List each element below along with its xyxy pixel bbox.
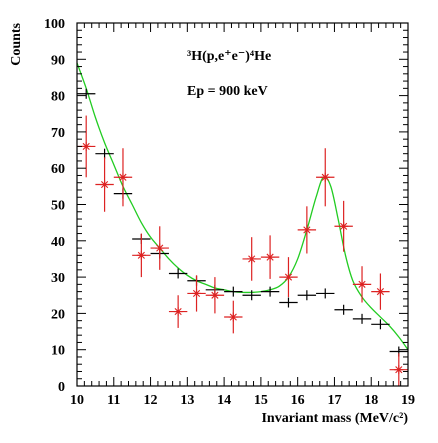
red-data-point	[297, 206, 317, 254]
x-tick-label: 18	[364, 393, 378, 408]
axis-tick-labels: 10 11 12 13 14 15 16 17 18 19 0 10 20 30 40 50 60 70 80 90 1…	[44, 17, 415, 408]
red-star-marker	[375, 287, 385, 297]
y-tick-label: 10	[51, 344, 65, 359]
red-data-point	[150, 226, 169, 270]
red-star-marker	[394, 365, 404, 375]
black-data-point	[95, 148, 114, 159]
red-star-marker	[192, 288, 202, 298]
red-data-point	[242, 237, 261, 281]
reaction-annotation: ³H(p,e⁺e⁻)⁴He	[187, 49, 271, 64]
red-data-point	[371, 273, 390, 310]
axis-ticks	[76, 22, 409, 387]
red-star-marker	[357, 279, 367, 289]
y-tick-label: 80	[51, 90, 65, 105]
x-tick-label: 13	[180, 393, 194, 408]
red-data-point	[187, 275, 206, 312]
red-star-marker	[155, 243, 165, 253]
red-star-marker	[302, 225, 312, 235]
black-data-point	[77, 88, 96, 99]
red-data-point	[205, 277, 225, 314]
red-data-point	[113, 148, 133, 207]
x-tick-label: 15	[254, 393, 268, 408]
red-data-point	[168, 295, 188, 328]
x-tick-label: 11	[107, 393, 120, 408]
x-tick-label: 10	[70, 393, 84, 408]
red-data-point	[260, 235, 280, 279]
red-star-marker	[283, 272, 293, 282]
x-tick-label: 17	[327, 393, 341, 408]
red-data-point	[389, 353, 408, 386]
black-data-point	[224, 286, 243, 297]
black-data-point	[334, 304, 353, 315]
red-star-marker	[228, 312, 238, 322]
red-star-marker	[136, 250, 146, 260]
black-data-point	[297, 290, 317, 301]
x-tick-label: 12	[144, 393, 158, 408]
plot-frame	[76, 22, 409, 387]
red-star-marker	[320, 172, 330, 182]
red-star-marker	[100, 180, 110, 190]
red-data-point	[132, 233, 151, 278]
black-data-point	[279, 297, 298, 308]
red-star-marker	[265, 252, 275, 262]
y-tick-label: 20	[51, 307, 65, 322]
black-data-point	[168, 268, 188, 279]
y-tick-label: 40	[51, 235, 65, 250]
x-tick-label: 14	[217, 393, 231, 408]
y-tick-label: 60	[51, 162, 65, 177]
red-star-marker	[339, 221, 349, 231]
y-tick-label: 90	[51, 53, 65, 68]
y-tick-label: 70	[51, 126, 65, 141]
y-tick-label: 100	[44, 17, 65, 32]
red-data-point	[224, 300, 243, 334]
y-tick-label: 30	[51, 271, 65, 286]
y-tick-label: 50	[51, 199, 65, 214]
red-star-marker	[81, 141, 91, 151]
red-star-marker	[210, 290, 220, 300]
red-data-point	[316, 148, 335, 207]
red-data-point	[334, 200, 353, 252]
x-tick-label: 19	[401, 393, 415, 408]
black-data-point	[371, 319, 390, 330]
black-data-point	[316, 288, 335, 299]
black-data-point	[352, 313, 372, 324]
black-data-point	[242, 290, 261, 301]
red-star-marker	[118, 172, 128, 182]
black-data-point	[260, 286, 280, 297]
red-star-marker	[173, 307, 183, 317]
red-data-point	[279, 257, 298, 298]
fit-curve	[76, 62, 409, 351]
red-star-marker	[247, 254, 257, 264]
red-data-point	[352, 266, 372, 303]
x-tick-label: 16	[291, 393, 305, 408]
energy-annotation: Ep = 900 keV	[187, 84, 268, 99]
y-tick-label: 0	[58, 380, 65, 395]
plot-data	[76, 62, 409, 386]
red-data-point	[95, 157, 114, 212]
y-axis-label: Counts	[9, 22, 24, 65]
x-axis-label: Invariant mass (MeV/c²)	[261, 411, 408, 426]
